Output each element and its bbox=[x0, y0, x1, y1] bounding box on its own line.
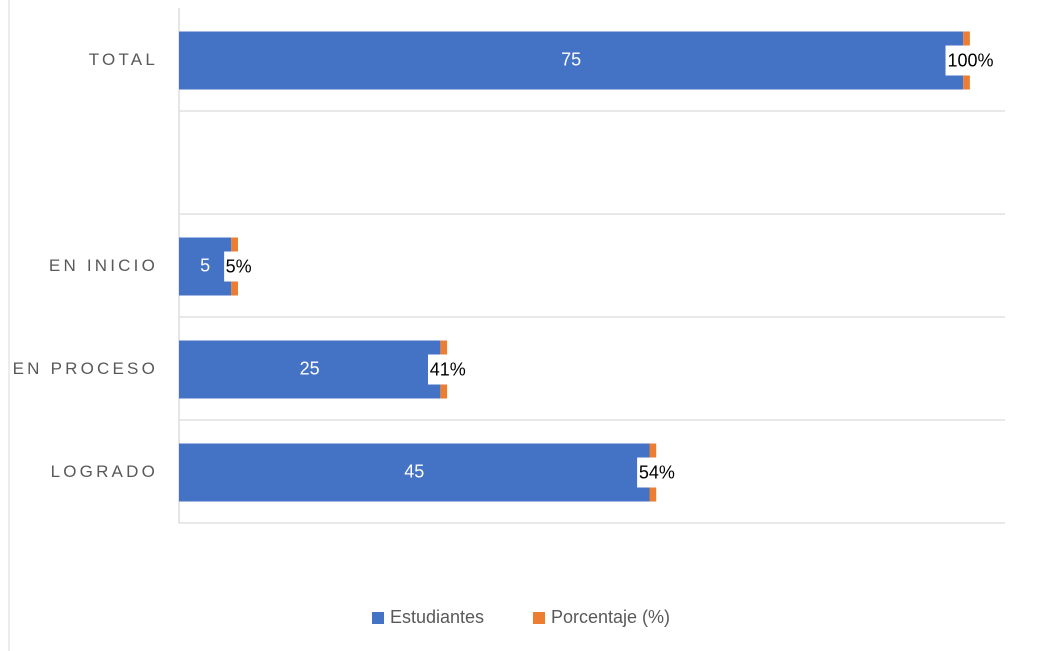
legend-label: Porcentaje (%) bbox=[551, 607, 670, 627]
data-label-porcentaje-box bbox=[427, 354, 468, 385]
bar-estudiantes bbox=[179, 31, 964, 90]
grid-lines bbox=[178, 8, 1005, 524]
data-label-porcentaje-box bbox=[224, 251, 254, 282]
data-label-estudiantes: 25 bbox=[300, 358, 320, 378]
legend-swatch bbox=[533, 612, 545, 624]
bar-estudiantes bbox=[179, 443, 650, 502]
data-label-porcentaje: 41% bbox=[430, 359, 466, 379]
bar-series-layer: 75 100% 5 5% 25 41% 45 54% bbox=[179, 31, 996, 502]
data-label-estudiantes: 45 bbox=[404, 461, 424, 481]
legend-swatch bbox=[372, 612, 384, 624]
data-label-porcentaje: 100% bbox=[947, 50, 993, 70]
bar-estudiantes bbox=[179, 340, 441, 399]
legend: Estudiantes Porcentaje (%) bbox=[372, 607, 670, 627]
data-label-estudiantes: 75 bbox=[561, 49, 581, 69]
category-label: EN PROCESO bbox=[13, 359, 158, 378]
data-label-porcentaje-box bbox=[637, 457, 677, 488]
data-label-estudiantes: 5 bbox=[200, 255, 210, 275]
category-labels: TOTAL EN INICIO EN PROCESO LOGRADO bbox=[13, 50, 158, 481]
data-label-porcentaje: 5% bbox=[226, 256, 252, 276]
category-label: LOGRADO bbox=[51, 462, 158, 481]
category-label: TOTAL bbox=[89, 50, 158, 69]
legend-label: Estudiantes bbox=[390, 607, 484, 627]
category-label: EN INICIO bbox=[49, 256, 158, 275]
bar-estudiantes bbox=[179, 237, 232, 296]
data-label-porcentaje-box bbox=[945, 45, 996, 76]
data-label-porcentaje: 54% bbox=[639, 462, 675, 482]
